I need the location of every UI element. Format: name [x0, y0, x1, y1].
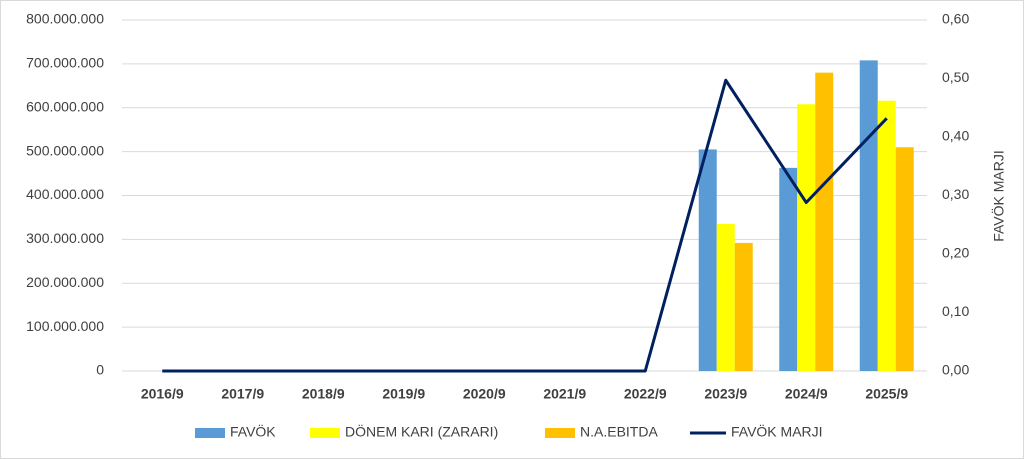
y2-tick-label: 0,00: [942, 362, 969, 378]
x-tick-label: 2020/9: [463, 386, 506, 402]
y2-tick-label: 0,10: [942, 303, 969, 319]
x-tick-label: 2018/9: [302, 386, 345, 402]
x-tick-label: 2023/9: [704, 386, 747, 402]
x-tick-label: 2022/9: [624, 386, 667, 402]
legend-label: DÖNEM KARI (ZARARI): [345, 423, 498, 440]
y-tick-label: 200.000.000: [26, 274, 104, 290]
bar: [698, 149, 717, 371]
legend-label: FAVÖK: [230, 423, 276, 440]
y2-axis-label: FAVÖK MARJI: [990, 150, 1007, 242]
legend-swatch: [195, 428, 225, 438]
y-tick-label: 0: [96, 362, 104, 378]
y-tick-label: 100.000.000: [26, 318, 104, 334]
y-tick-label: 600.000.000: [26, 98, 104, 114]
y-tick-label: 800.000.000: [26, 11, 104, 27]
bar: [779, 167, 798, 371]
x-tick-label: 2025/9: [865, 386, 908, 402]
x-tick-label: 2017/9: [221, 386, 264, 402]
line: [162, 78, 888, 373]
y-tick-label: 300.000.000: [26, 230, 104, 246]
legend-swatch: [310, 428, 340, 438]
bar: [716, 224, 735, 371]
legend-label: FAVÖK MARJI: [731, 423, 823, 440]
x-tick-label: 2021/9: [543, 386, 586, 402]
y-tick-label: 500.000.000: [26, 142, 104, 158]
y2-tick-label: 0,40: [942, 128, 969, 144]
y-tick-label: 400.000.000: [26, 186, 104, 202]
bar: [895, 147, 914, 371]
legend-label: N.A.EBITDA: [580, 424, 658, 440]
y2-tick-label: 0,50: [942, 69, 969, 85]
x-tick-label: 2019/9: [382, 386, 425, 402]
bar: [734, 242, 753, 371]
y2-tick-label: 0,30: [942, 186, 969, 202]
legend-swatch: [545, 428, 575, 438]
bar: [797, 104, 816, 372]
x-tick-label: 2016/9: [141, 386, 184, 402]
y2-tick-label: 0,20: [942, 245, 969, 261]
y2-tick-label: 0,60: [942, 11, 969, 27]
bar: [859, 60, 878, 372]
bar: [877, 100, 896, 371]
y-tick-label: 700.000.000: [26, 55, 104, 71]
bar: [815, 72, 834, 372]
x-tick-label: 2024/9: [785, 386, 828, 402]
